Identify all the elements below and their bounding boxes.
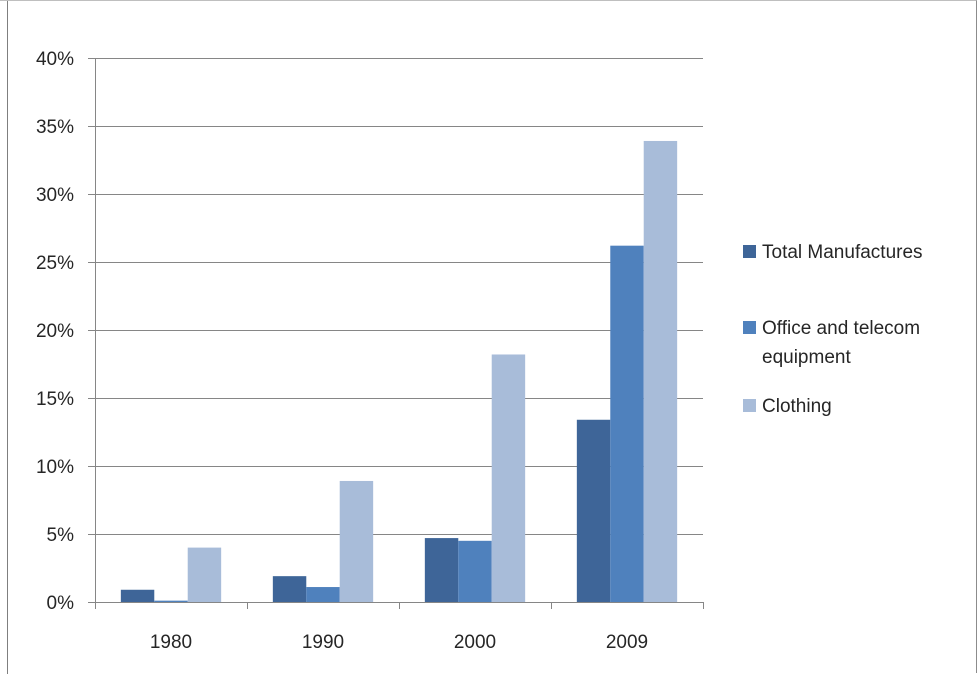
bar-total-manufactures-2000 <box>424 538 459 602</box>
x-tick-label: 2000 <box>454 632 496 653</box>
bar-total-manufactures-1990 <box>272 576 307 602</box>
axes <box>88 58 704 609</box>
y-tick-label: 5% <box>47 525 75 546</box>
y-tick-label: 20% <box>36 321 74 342</box>
bar-clothing-1980 <box>187 547 222 602</box>
legend-label: Office and telecom <box>762 318 920 339</box>
bar-total-manufactures-1980 <box>120 589 155 602</box>
bar-total-manufactures-2009 <box>576 419 611 602</box>
chart-left-border <box>7 1 8 674</box>
bar-office-and-telecom-equipment-1980 <box>154 600 188 602</box>
y-tick-label: 0% <box>47 593 75 614</box>
y-tick-label: 25% <box>36 253 74 274</box>
bar-clothing-2000 <box>491 354 526 602</box>
legend-swatch <box>743 399 756 412</box>
x-tick-label: 2009 <box>606 632 648 653</box>
x-tick-labels: 1980 1990 2000 2009 <box>150 632 648 653</box>
legend: Total Manufactures Office and telecom equi… <box>743 242 923 417</box>
bar-office-and-telecom-equipment-2009 <box>610 245 644 602</box>
y-tick-label: 35% <box>36 117 74 138</box>
legend-swatch <box>743 321 756 334</box>
bar-office-and-telecom-equipment-1990 <box>306 587 340 602</box>
y-tick-label: 30% <box>36 185 74 206</box>
legend-swatch <box>743 245 756 258</box>
y-tick-label: 40% <box>36 49 74 70</box>
bar-office-and-telecom-equipment-2000 <box>458 540 492 602</box>
legend-label: equipment <box>762 347 851 368</box>
legend-label: Clothing <box>762 396 832 417</box>
bars <box>120 140 678 602</box>
x-tick-label: 1980 <box>150 632 192 653</box>
y-tick-labels: 0% 5% 10% 15% 20% 25% 30% 35% 40% <box>36 49 74 614</box>
bar-clothing-1990 <box>339 480 374 602</box>
y-tick-label: 10% <box>36 457 74 478</box>
bar-clothing-2009 <box>643 140 678 602</box>
y-tick-label: 15% <box>36 389 74 410</box>
legend-label: Total Manufactures <box>762 242 923 263</box>
x-tick-label: 1990 <box>302 632 344 653</box>
